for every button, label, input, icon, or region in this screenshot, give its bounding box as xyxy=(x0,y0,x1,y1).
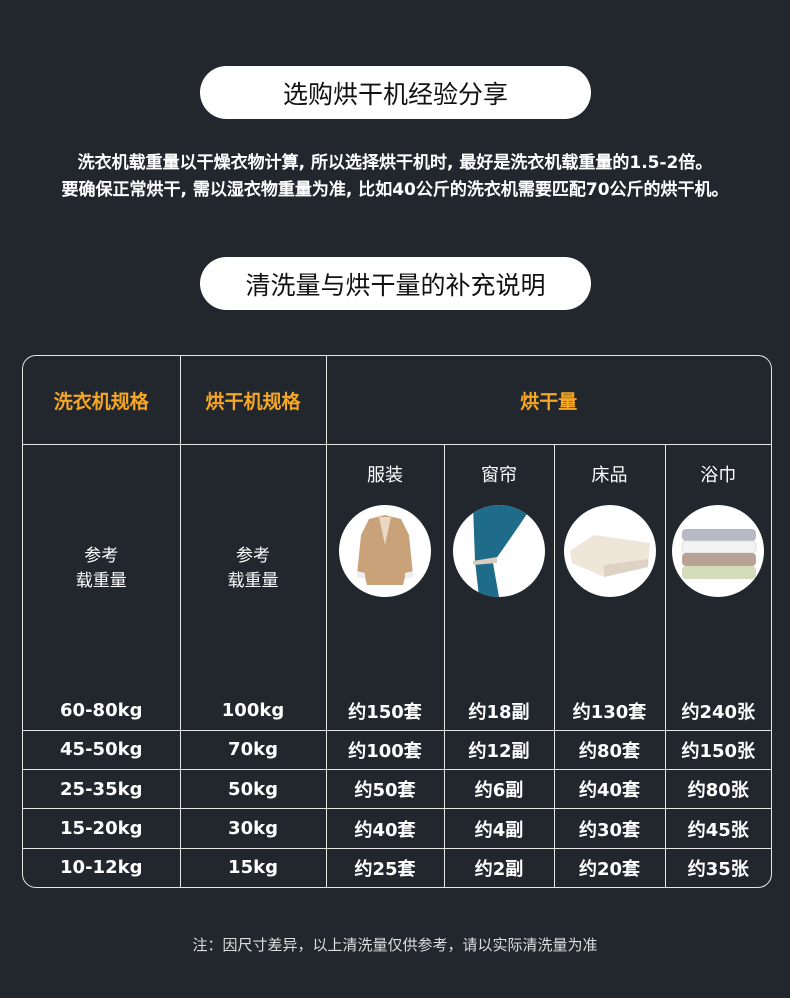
category-label: 床品 xyxy=(591,465,628,487)
table-cell: 45-50kg xyxy=(23,729,181,771)
section-title-tips: 选购烘干机经验分享 xyxy=(200,66,591,119)
category-label: 窗帘 xyxy=(481,465,517,487)
bedding-image xyxy=(563,505,656,598)
table-cell: 约4副 xyxy=(443,808,555,849)
table-cell: 约45张 xyxy=(664,808,771,849)
table-cell: 约150张 xyxy=(664,729,771,771)
ref-label: 参考 xyxy=(84,545,119,566)
ref-load-dryer: 参考 载重量 xyxy=(179,444,327,692)
towel-image xyxy=(672,505,765,598)
table-cell: 约20套 xyxy=(553,847,666,887)
table-cell: 约18副 xyxy=(443,691,555,731)
jacket-image xyxy=(339,505,431,598)
capacity-table: 洗衣机规格 烘干机规格 烘干量 参考 载重量 参考 载重量 服装 窗帘 床品 浴巾 … xyxy=(22,355,772,888)
table-row: 25-35kg 50kg 约50套 约6副 约40套 约80张 xyxy=(23,769,771,810)
category-curtain: 窗帘 xyxy=(443,444,555,692)
table-cell: 60-80kg xyxy=(23,691,181,731)
table-cell: 约240张 xyxy=(664,691,771,731)
table-cell: 约50套 xyxy=(325,769,445,810)
header-washer: 洗衣机规格 xyxy=(23,356,181,446)
header-dry-amount: 烘干量 xyxy=(325,356,771,446)
intro-text: 洗衣机载重量以干燥衣物计算, 所以选择烘干机时, 最好是洗衣机载重量的1.5-2… xyxy=(0,150,790,204)
section-title-capacity: 清洗量与烘干量的补充说明 xyxy=(200,257,591,310)
table-cell: 约130套 xyxy=(553,691,666,731)
table-cell: 100kg xyxy=(179,691,327,731)
ref-load-washer: 参考 载重量 xyxy=(23,444,181,692)
intro-line: 要确保正常烘干, 需以湿衣物重量为准, 比如40公斤的洗衣机需要匹配70公斤的烘… xyxy=(61,180,729,200)
table-cell: 30kg xyxy=(179,808,327,849)
table-cell: 约150套 xyxy=(325,691,445,731)
table-cell: 约80张 xyxy=(664,769,771,810)
table-cell: 50kg xyxy=(179,769,327,810)
table-cell: 约2副 xyxy=(443,847,555,887)
table-row: 45-50kg 70kg 约100套 约12副 约80套 约150张 xyxy=(23,729,771,771)
intro-line: 洗衣机载重量以干燥衣物计算, 所以选择烘干机时, 最好是洗衣机载重量的1.5-2… xyxy=(77,153,713,173)
table-cell: 约35张 xyxy=(664,847,771,887)
header-dryer: 烘干机规格 xyxy=(179,356,327,446)
category-bedding: 床品 xyxy=(553,444,666,692)
category-label: 服装 xyxy=(367,465,403,487)
table-cell: 70kg xyxy=(179,729,327,771)
table-row: 10-12kg 15kg 约25套 约2副 约20套 约35张 xyxy=(23,847,771,887)
table-cell: 约30套 xyxy=(553,808,666,849)
table-cell: 约80套 xyxy=(553,729,666,771)
category-clothing: 服装 xyxy=(325,444,445,692)
table-row: 15-20kg 30kg 约40套 约4副 约30套 约45张 xyxy=(23,808,771,849)
table-cell: 15kg xyxy=(179,847,327,887)
curtain-image xyxy=(453,505,545,598)
category-label: 浴巾 xyxy=(700,465,737,487)
category-towel: 浴巾 xyxy=(664,444,771,692)
table-cell: 15-20kg xyxy=(23,808,181,849)
table-cell: 约6副 xyxy=(443,769,555,810)
table-cell: 约40套 xyxy=(325,808,445,849)
table-cell: 25-35kg xyxy=(23,769,181,810)
table-cell: 约40套 xyxy=(553,769,666,810)
table-cell: 约12副 xyxy=(443,729,555,771)
table-cell: 10-12kg xyxy=(23,847,181,887)
table-row: 60-80kg 100kg 约150套 约18副 约130套 约240张 xyxy=(23,691,771,731)
table-cell: 约100套 xyxy=(325,729,445,771)
table-cell: 约25套 xyxy=(325,847,445,887)
ref-label: 载重量 xyxy=(75,570,127,591)
footnote: 注：因尺寸差异，以上清洗量仅供参考，请以实际清洗量为准 xyxy=(192,936,598,954)
ref-label: 载重量 xyxy=(227,570,279,591)
ref-label: 参考 xyxy=(236,545,270,566)
